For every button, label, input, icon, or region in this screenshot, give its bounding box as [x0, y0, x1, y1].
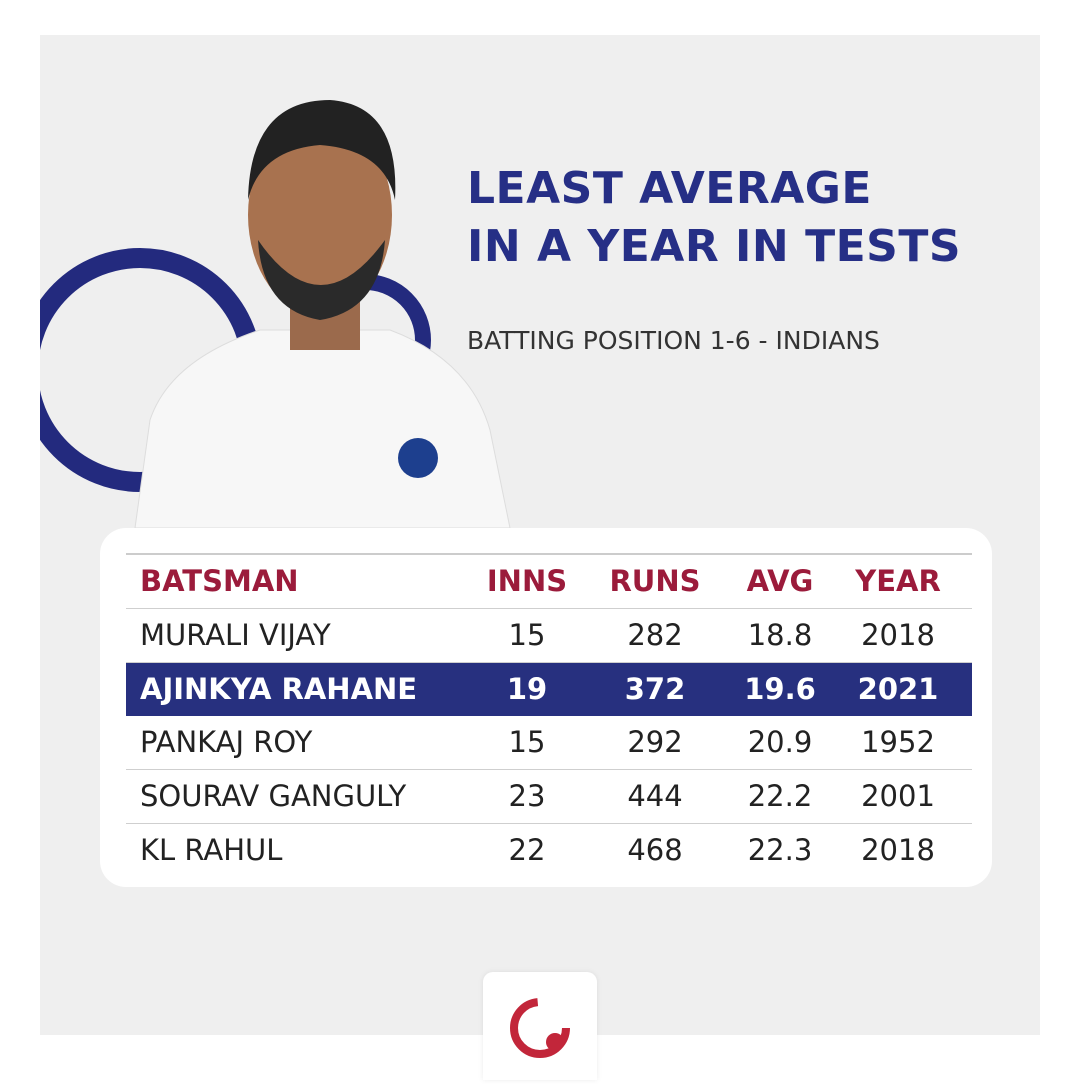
title-line: LEAST AVERAGE	[467, 163, 872, 214]
table-cell: 23	[508, 779, 546, 813]
logo-arc	[510, 998, 570, 1058]
column-header: INNS	[486, 564, 568, 598]
table-cell: 2018	[861, 618, 935, 652]
player-shirt	[134, 329, 511, 529]
table-row: MURALI VIJAY 15 282 18.8 2018	[126, 609, 972, 663]
table-cell: 292	[627, 725, 683, 759]
mask	[0, 30, 40, 1030]
column-header: RUNS	[609, 564, 701, 598]
table-cell: 15	[508, 725, 546, 759]
player-head	[248, 115, 392, 315]
table-cell: 22.3	[747, 833, 813, 867]
column-header: YEAR	[855, 564, 941, 598]
table-cell: 22	[508, 833, 546, 867]
highlighted-row: AJINKYA RAHANE 19 372 19.6 2021	[126, 663, 972, 716]
column-header: BATSMAN	[140, 564, 299, 598]
badge	[398, 438, 438, 478]
subtitle: BATTING POSITION 1-6 - INDIANS	[467, 326, 880, 355]
table-cell: KL RAHUL	[140, 833, 283, 867]
table-cell: 19	[506, 672, 548, 706]
table: BATSMAN INNS RUNS AVG YEAR MURALI VIJAY 15 282 1…	[126, 553, 972, 877]
table-cell: AJINKYA RAHANE	[140, 672, 418, 706]
table-cell: 15	[508, 618, 546, 652]
table-row: PANKAJ ROY 15 292 20.9 1952	[126, 716, 972, 770]
table-cell: 2001	[861, 779, 935, 813]
player-hair	[248, 100, 396, 200]
table-cell: 20.9	[747, 725, 813, 759]
table-cell: PANKAJ ROY	[140, 725, 313, 759]
table-cell: 18.8	[747, 618, 813, 652]
table-cell: 468	[627, 833, 683, 867]
table-cell: 2018	[861, 833, 935, 867]
table-cell: 1952	[861, 725, 935, 759]
table-cell: MURALI VIJAY	[140, 618, 331, 652]
player-beard	[258, 240, 385, 320]
table-cell: 444	[627, 779, 683, 813]
logo-icon	[510, 998, 570, 1058]
table-cell: 22.2	[747, 779, 813, 813]
table-cell: 372	[624, 672, 686, 706]
table-cell: 2021	[857, 672, 939, 706]
logo	[483, 972, 597, 1080]
title-line: IN A YEAR IN TESTS	[467, 221, 962, 272]
table-cell: 282	[627, 618, 683, 652]
table-cell: SOURAV GANGULY	[140, 779, 407, 813]
table-cell: 19.6	[744, 672, 816, 706]
header-row: BATSMAN INNS RUNS AVG YEAR	[126, 555, 972, 609]
column-header: AVG	[746, 564, 814, 598]
logo-ball	[546, 1033, 564, 1051]
table-row: SOURAV GANGULY 23 444 22.2 2001	[126, 770, 972, 824]
table-row: KL RAHUL 22 468 22.3 2018	[126, 824, 972, 877]
